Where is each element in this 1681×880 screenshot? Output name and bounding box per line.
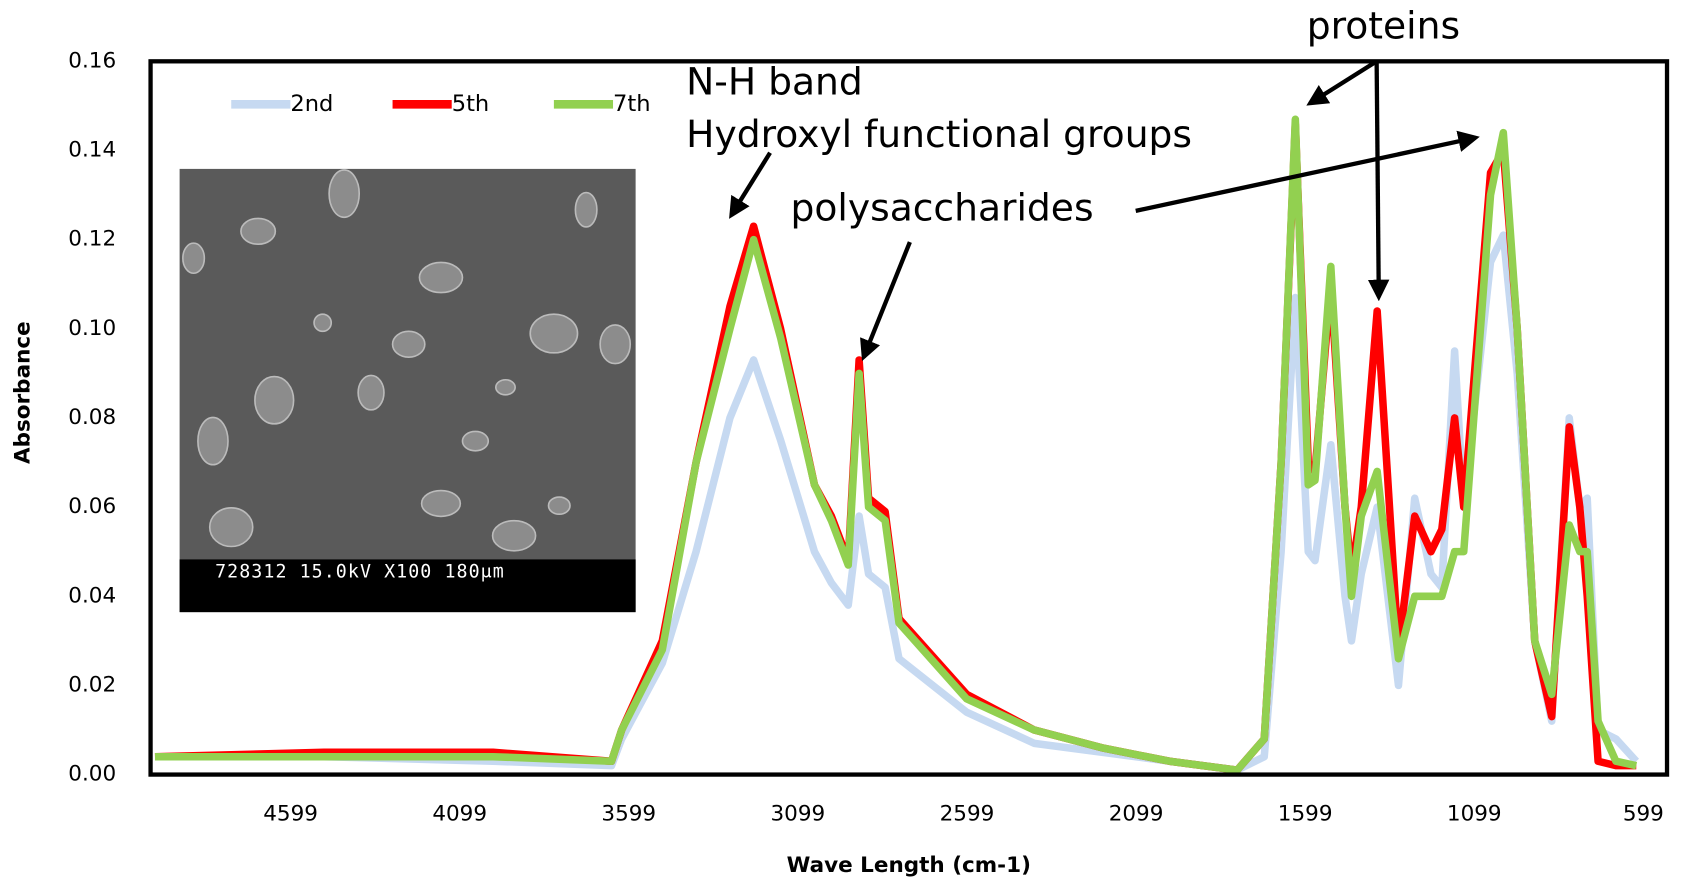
- y-tick-label: 0.04: [68, 583, 116, 608]
- arrows: [729, 59, 1480, 362]
- y-tick-label: 0.16: [68, 48, 116, 73]
- arrow: [1135, 130, 1480, 213]
- x-tick-label: 2599: [940, 801, 995, 826]
- x-axis-title: Wave Length (cm-1): [787, 853, 1031, 878]
- annotation: proteins: [1307, 3, 1460, 47]
- x-tick-label: 4099: [432, 801, 487, 826]
- y-tick-label: 0.14: [68, 137, 116, 162]
- annotation: Hydroxyl functional groups: [686, 112, 1192, 156]
- plot-frame: [148, 59, 1670, 777]
- series-line: [154, 115, 1638, 774]
- annotations: N-H band Hydroxyl functional groups poly…: [686, 3, 1480, 362]
- legend-label: 2nd: [290, 91, 333, 117]
- y-tick-label: 0.06: [68, 494, 116, 519]
- x-tick-label: 1599: [1278, 801, 1333, 826]
- annotation: N-H band: [686, 59, 863, 103]
- annotation: polysaccharides: [790, 185, 1093, 229]
- inset-caption: 728312 15.0kV X100 180μm: [215, 561, 505, 582]
- inset-bar: [179, 559, 636, 613]
- y-tick-label: 0.00: [68, 762, 116, 787]
- y-tick-label: 0.08: [68, 405, 116, 430]
- legend-label: 5th: [452, 91, 490, 117]
- arrow: [1306, 59, 1378, 106]
- y-tick-label: 0.12: [68, 227, 116, 252]
- legend-label: 7th: [613, 91, 651, 117]
- y-tick-label: 0.10: [68, 316, 116, 341]
- x-tick-label: 3599: [601, 801, 656, 826]
- arrow: [1367, 61, 1390, 302]
- x-tick-label: 3099: [771, 801, 826, 826]
- x-tick-label: 1099: [1447, 801, 1502, 826]
- x-tick-label: 599: [1623, 801, 1664, 826]
- sem-inset: 728312 15.0kV X100 180μm: [179, 168, 636, 613]
- x-tick-label: 2099: [1109, 801, 1164, 826]
- y-axis-title: Absorbance: [11, 321, 36, 464]
- inset-particles: [182, 169, 632, 552]
- arrow: [860, 241, 912, 362]
- x-tick-label: 4599: [263, 801, 318, 826]
- y-tick-label: 0.02: [68, 672, 116, 697]
- arrow: [729, 151, 772, 219]
